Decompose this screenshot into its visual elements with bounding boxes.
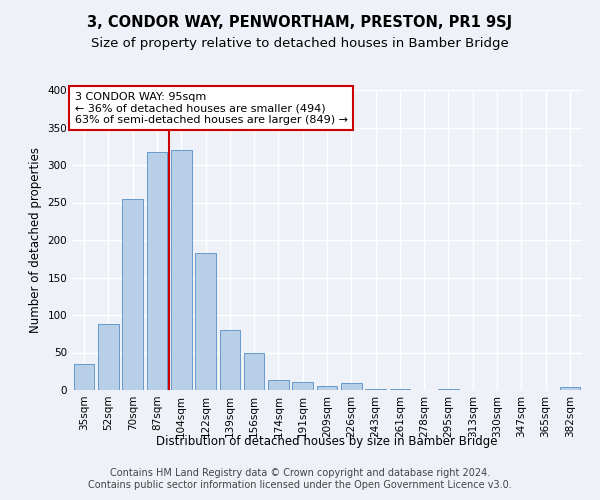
- Bar: [244, 352, 265, 390]
- Bar: [317, 386, 337, 390]
- Bar: [74, 364, 94, 390]
- Bar: [268, 380, 289, 390]
- Bar: [438, 389, 459, 390]
- Bar: [220, 330, 240, 390]
- Bar: [292, 382, 313, 390]
- Text: Distribution of detached houses by size in Bamber Bridge: Distribution of detached houses by size …: [156, 435, 498, 448]
- Bar: [560, 387, 580, 390]
- Bar: [341, 383, 362, 390]
- Bar: [98, 324, 119, 390]
- Text: Contains HM Land Registry data © Crown copyright and database right 2024.
Contai: Contains HM Land Registry data © Crown c…: [88, 468, 512, 490]
- Bar: [171, 150, 191, 390]
- Text: 3 CONDOR WAY: 95sqm
← 36% of detached houses are smaller (494)
63% of semi-detac: 3 CONDOR WAY: 95sqm ← 36% of detached ho…: [74, 92, 347, 124]
- Bar: [365, 388, 386, 390]
- Bar: [146, 152, 167, 390]
- Bar: [389, 389, 410, 390]
- Bar: [122, 198, 143, 390]
- Text: Size of property relative to detached houses in Bamber Bridge: Size of property relative to detached ho…: [91, 38, 509, 51]
- Y-axis label: Number of detached properties: Number of detached properties: [29, 147, 42, 333]
- Text: 3, CONDOR WAY, PENWORTHAM, PRESTON, PR1 9SJ: 3, CONDOR WAY, PENWORTHAM, PRESTON, PR1 …: [88, 15, 512, 30]
- Bar: [195, 253, 216, 390]
